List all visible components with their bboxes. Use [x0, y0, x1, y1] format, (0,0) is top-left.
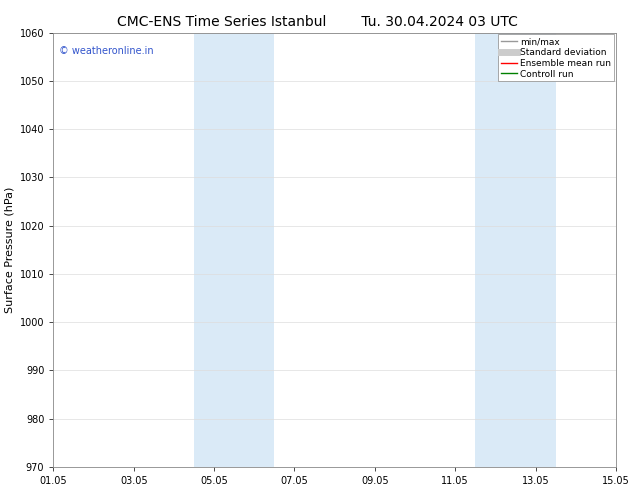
- Text: © weatheronline.in: © weatheronline.in: [59, 46, 153, 56]
- Bar: [194, 33, 275, 467]
- Bar: [476, 33, 555, 467]
- Legend: min/max, Standard deviation, Ensemble mean run, Controll run: min/max, Standard deviation, Ensemble me…: [498, 34, 614, 81]
- Y-axis label: Surface Pressure (hPa): Surface Pressure (hPa): [4, 187, 14, 313]
- Text: CMC-ENS Time Series Istanbul        Tu. 30.04.2024 03 UTC: CMC-ENS Time Series Istanbul Tu. 30.04.2…: [117, 15, 517, 29]
